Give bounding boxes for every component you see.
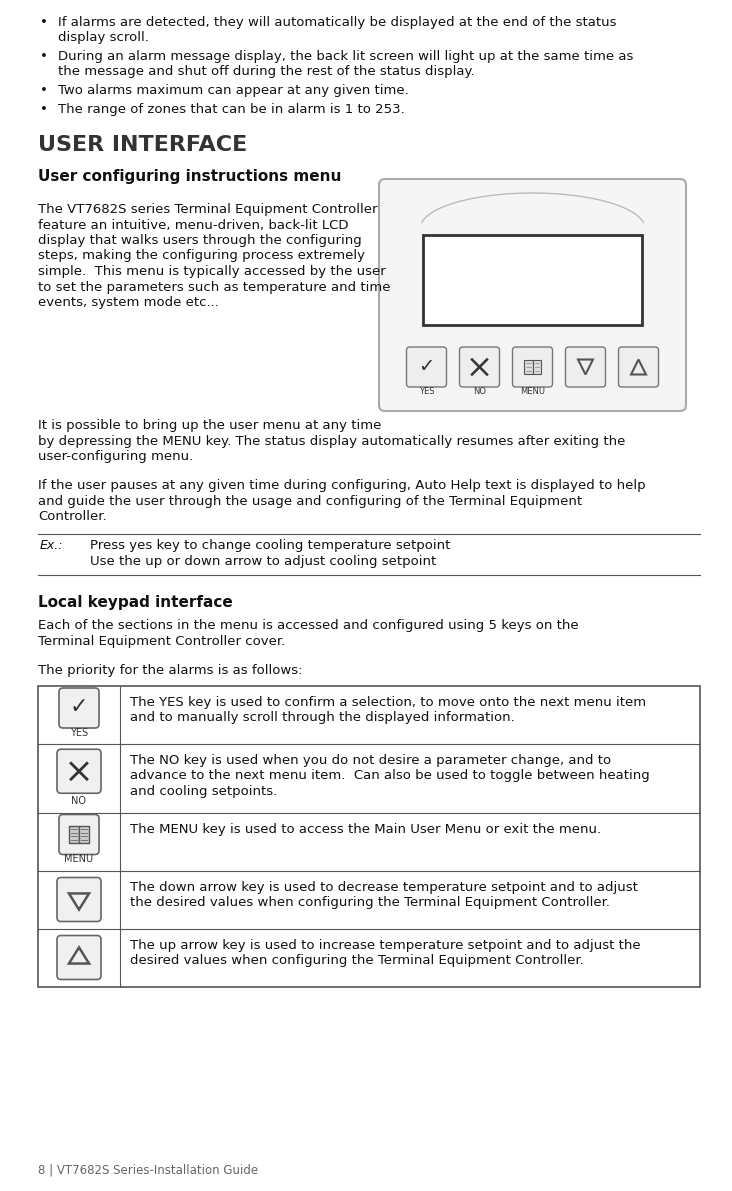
Text: USER INTERFACE: USER INTERFACE [38,135,247,155]
Text: Two alarms maximum can appear at any given time.: Two alarms maximum can appear at any giv… [58,85,408,96]
Text: The up arrow key is used to increase temperature setpoint and to adjust the: The up arrow key is used to increase tem… [130,939,640,952]
Bar [532,360,541,374]
Bar [524,360,532,374]
Text: 8 | VT7682S Series-Installation Guide: 8 | VT7682S Series-Installation Guide [38,1164,258,1177]
Text: display scroll.: display scroll. [58,31,149,44]
Text: the desired values when configuring the Terminal Equipment Controller.: the desired values when configuring the … [130,896,610,909]
Text: The range of zones that can be in alarm is 1 to 253.: The range of zones that can be in alarm … [58,102,405,116]
Text: advance to the next menu item.  Can also be used to toggle between heating: advance to the next menu item. Can also … [130,769,650,782]
Text: During an alarm message display, the back lit screen will light up at the same t: During an alarm message display, the bac… [58,50,633,63]
Text: •: • [40,85,48,96]
Text: The VT7682S series Terminal Equipment Controller: The VT7682S series Terminal Equipment Co… [38,202,378,216]
Text: the message and shut off during the rest of the status display.: the message and shut off during the rest… [58,66,474,79]
Text: User configuring instructions menu: User configuring instructions menu [38,169,341,183]
Text: The MENU key is used to access the Main User Menu or exit the menu.: The MENU key is used to access the Main … [130,823,601,836]
Text: Each of the sections in the menu is accessed and configured using 5 keys on the: Each of the sections in the menu is acce… [38,619,578,632]
FancyBboxPatch shape [59,688,99,728]
Text: Ex.:: Ex.: [40,540,64,551]
Text: The NO key is used when you do not desire a parameter change, and to: The NO key is used when you do not desir… [130,754,611,767]
Text: •: • [40,50,48,63]
FancyBboxPatch shape [59,815,99,854]
Text: Press yes key to change cooling temperature setpoint: Press yes key to change cooling temperat… [90,540,450,551]
FancyBboxPatch shape [57,749,101,793]
Text: The priority for the alarms is as follows:: The priority for the alarms is as follow… [38,665,302,676]
Text: feature an intuitive, menu-driven, back-lit LCD: feature an intuitive, menu-driven, back-… [38,218,348,231]
Text: and to manually scroll through the displayed information.: and to manually scroll through the displ… [130,711,515,724]
FancyBboxPatch shape [57,878,101,922]
FancyBboxPatch shape [460,347,499,387]
FancyBboxPatch shape [57,935,101,979]
Text: and guide the user through the usage and configuring of the Terminal Equipment: and guide the user through the usage and… [38,495,582,509]
Text: YES: YES [419,387,434,395]
Text: •: • [40,102,48,116]
Bar [38,686,700,986]
Text: The down arrow key is used to decrease temperature setpoint and to adjust: The down arrow key is used to decrease t… [130,880,638,893]
FancyBboxPatch shape [379,179,686,411]
Bar [423,235,642,325]
Bar [69,825,79,843]
Text: display that walks users through the configuring: display that walks users through the con… [38,233,362,247]
FancyBboxPatch shape [619,347,659,387]
Text: Local keypad interface: Local keypad interface [38,596,233,610]
Text: It is possible to bring up the user menu at any time: It is possible to bring up the user menu… [38,419,381,432]
Text: by depressing the MENU key. The status display automatically resumes after exiti: by depressing the MENU key. The status d… [38,435,625,448]
Text: If the user pauses at any given time during configuring, Auto Help text is displ: If the user pauses at any given time dur… [38,480,646,493]
Text: desired values when configuring the Terminal Equipment Controller.: desired values when configuring the Term… [130,954,583,967]
Text: YES: YES [70,728,88,738]
FancyBboxPatch shape [566,347,605,387]
Text: user-configuring menu.: user-configuring menu. [38,450,193,463]
Text: to set the parameters such as temperature and time: to set the parameters such as temperatur… [38,281,390,293]
Text: •: • [40,15,48,29]
Text: Use the up or down arrow to adjust cooling setpoint: Use the up or down arrow to adjust cooli… [90,555,436,567]
Text: The YES key is used to confirm a selection, to move onto the next menu item: The YES key is used to confirm a selecti… [130,696,646,709]
Text: If alarms are detected, they will automatically be displayed at the end of the s: If alarms are detected, they will automa… [58,15,616,29]
Text: Terminal Equipment Controller cover.: Terminal Equipment Controller cover. [38,635,285,648]
Text: MENU: MENU [520,387,545,395]
Text: Controller.: Controller. [38,511,107,524]
Text: simple.  This menu is typically accessed by the user: simple. This menu is typically accessed … [38,266,386,278]
Text: events, system mode etc...: events, system mode etc... [38,297,219,308]
Text: NO: NO [72,797,86,806]
Text: MENU: MENU [64,854,94,865]
Text: NO: NO [473,387,486,395]
FancyBboxPatch shape [512,347,553,387]
Text: ✓: ✓ [418,356,435,375]
FancyBboxPatch shape [406,347,447,387]
Text: and cooling setpoints.: and cooling setpoints. [130,785,277,798]
Text: ✓: ✓ [70,697,89,717]
Bar [79,825,89,843]
Text: steps, making the configuring process extremely: steps, making the configuring process ex… [38,249,365,262]
